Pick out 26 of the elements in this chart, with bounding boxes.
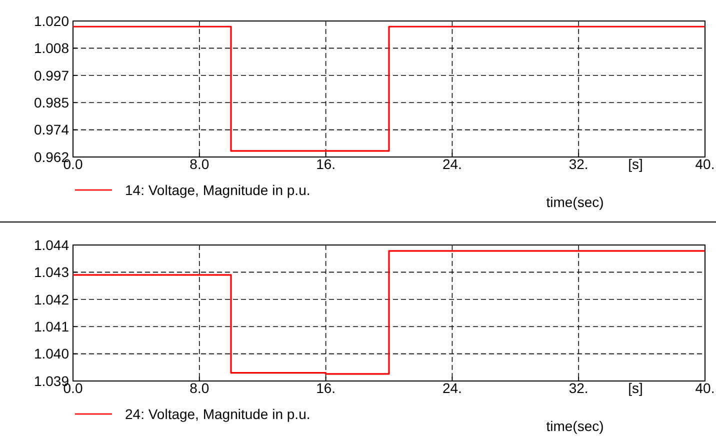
legend-label: 14: Voltage, Magnitude in p.u. <box>125 182 310 198</box>
x-axis-title: time(sec) <box>546 418 604 434</box>
y-tick-label: 1.041 <box>34 318 70 334</box>
x-tick-label: 16. <box>316 380 336 396</box>
annotation: [s] <box>628 380 643 396</box>
x-tick-label: 32. <box>568 156 588 172</box>
y-tick-label: 1.044 <box>34 236 70 253</box>
x-tick-label: 24. <box>442 156 462 172</box>
x-tick-label: 8.0 <box>190 380 210 396</box>
y-tick-label: 1.008 <box>34 40 70 56</box>
x-axis-title: time(sec) <box>546 194 604 210</box>
y-tick-label: 1.040 <box>34 346 70 362</box>
y-tick-label: 1.020 <box>34 12 70 29</box>
x-tick-label: 16. <box>316 156 336 172</box>
x-tick-label: 8.0 <box>190 156 210 172</box>
y-tick-label: 1.043 <box>34 264 70 280</box>
y-tick-label: 0.985 <box>34 94 70 110</box>
x-tick-label: 32. <box>568 380 588 396</box>
x-tick-label: 40. <box>695 380 715 396</box>
y-tick-label: 0.997 <box>34 67 70 84</box>
x-tick-label: 24. <box>442 380 462 396</box>
x-tick-label: 40. <box>695 156 715 172</box>
y-tick-label: 0.974 <box>34 122 70 138</box>
legend-label: 24: Voltage, Magnitude in p.u. <box>125 406 310 422</box>
annotation: [s] <box>628 156 643 172</box>
y-tick-label: 1.042 <box>34 291 70 308</box>
